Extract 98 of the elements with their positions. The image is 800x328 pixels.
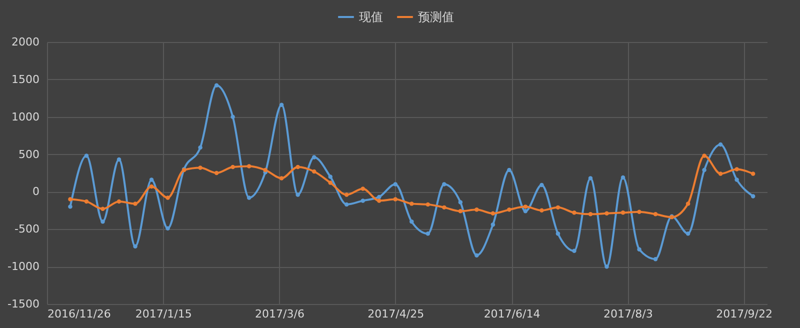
point [474, 208, 479, 212]
point [490, 211, 496, 216]
point [344, 192, 349, 197]
point [84, 199, 89, 204]
x-tick-label: 2017/8/3 [603, 308, 653, 320]
point [198, 166, 202, 170]
point [620, 175, 626, 180]
point [458, 209, 463, 214]
point [263, 168, 268, 172]
point [637, 210, 642, 214]
point [750, 172, 756, 176]
x-tick-label: 2017/3/6 [255, 308, 304, 320]
point [556, 232, 560, 236]
legend-label: 预测值 [418, 10, 454, 24]
point [166, 226, 170, 231]
x-tick-label: 2017/1/15 [135, 308, 192, 320]
point [68, 197, 72, 202]
point [702, 154, 706, 158]
point [458, 200, 463, 204]
y-tick-label: 2000 [12, 36, 40, 48]
point [540, 208, 544, 213]
point [490, 222, 496, 227]
point [116, 157, 122, 162]
point [393, 182, 398, 186]
point [604, 211, 609, 216]
point [588, 212, 593, 216]
point [84, 154, 89, 158]
point [377, 198, 382, 203]
point [312, 169, 316, 174]
y-tick-label: 1000 [12, 110, 40, 124]
point [246, 196, 252, 200]
point [426, 232, 430, 236]
y-tick-label: -500 [14, 222, 40, 236]
point [523, 209, 528, 214]
point [426, 202, 430, 207]
point [620, 210, 626, 215]
point [279, 102, 284, 107]
point [604, 264, 609, 269]
point [686, 202, 690, 206]
x-tick-label: 2016/11/26 [48, 308, 111, 320]
point [637, 247, 642, 252]
point [198, 145, 202, 150]
point [507, 168, 512, 172]
point [279, 176, 284, 180]
point [572, 210, 576, 215]
point [377, 194, 382, 200]
point [734, 178, 739, 182]
point [718, 142, 723, 147]
point [588, 176, 593, 180]
point [540, 182, 544, 188]
point [246, 164, 252, 168]
point [312, 155, 316, 160]
point [718, 172, 723, 176]
point [702, 168, 706, 172]
point [149, 184, 154, 189]
point [296, 164, 300, 170]
point [556, 205, 560, 210]
point [442, 205, 446, 210]
point [474, 253, 479, 258]
point [328, 174, 332, 179]
point [393, 197, 398, 202]
point [133, 244, 138, 248]
x-tick-label: 2017/9/22 [716, 308, 772, 320]
point [750, 194, 756, 198]
y-tick-label: 0 [32, 185, 40, 198]
point [328, 180, 332, 185]
point [230, 164, 235, 170]
point [344, 202, 349, 207]
point [100, 220, 105, 224]
point [214, 170, 219, 176]
point [410, 202, 414, 206]
point [230, 114, 235, 119]
point [507, 208, 512, 212]
point [572, 248, 576, 253]
point [410, 220, 414, 224]
point [133, 202, 138, 206]
point [734, 167, 739, 172]
point [653, 212, 658, 216]
point [686, 232, 690, 236]
point [100, 206, 105, 212]
y-tick-label: -1500 [8, 298, 40, 310]
point [442, 182, 446, 186]
point [523, 204, 528, 209]
y-tick-label: -1000 [8, 260, 40, 274]
point [68, 204, 72, 209]
point [166, 196, 170, 200]
point [116, 199, 122, 204]
x-tick-label: 2017/6/14 [484, 308, 540, 320]
point [296, 192, 300, 197]
point [360, 186, 365, 191]
y-tick-label: 500 [18, 148, 40, 161]
point [360, 198, 365, 203]
x-tick-label: 2017/4/25 [368, 308, 424, 320]
point [214, 83, 219, 88]
point [653, 256, 658, 262]
y-tick-label: 1500 [12, 72, 40, 86]
point [149, 178, 154, 182]
legend-label: 现值 [359, 10, 383, 24]
